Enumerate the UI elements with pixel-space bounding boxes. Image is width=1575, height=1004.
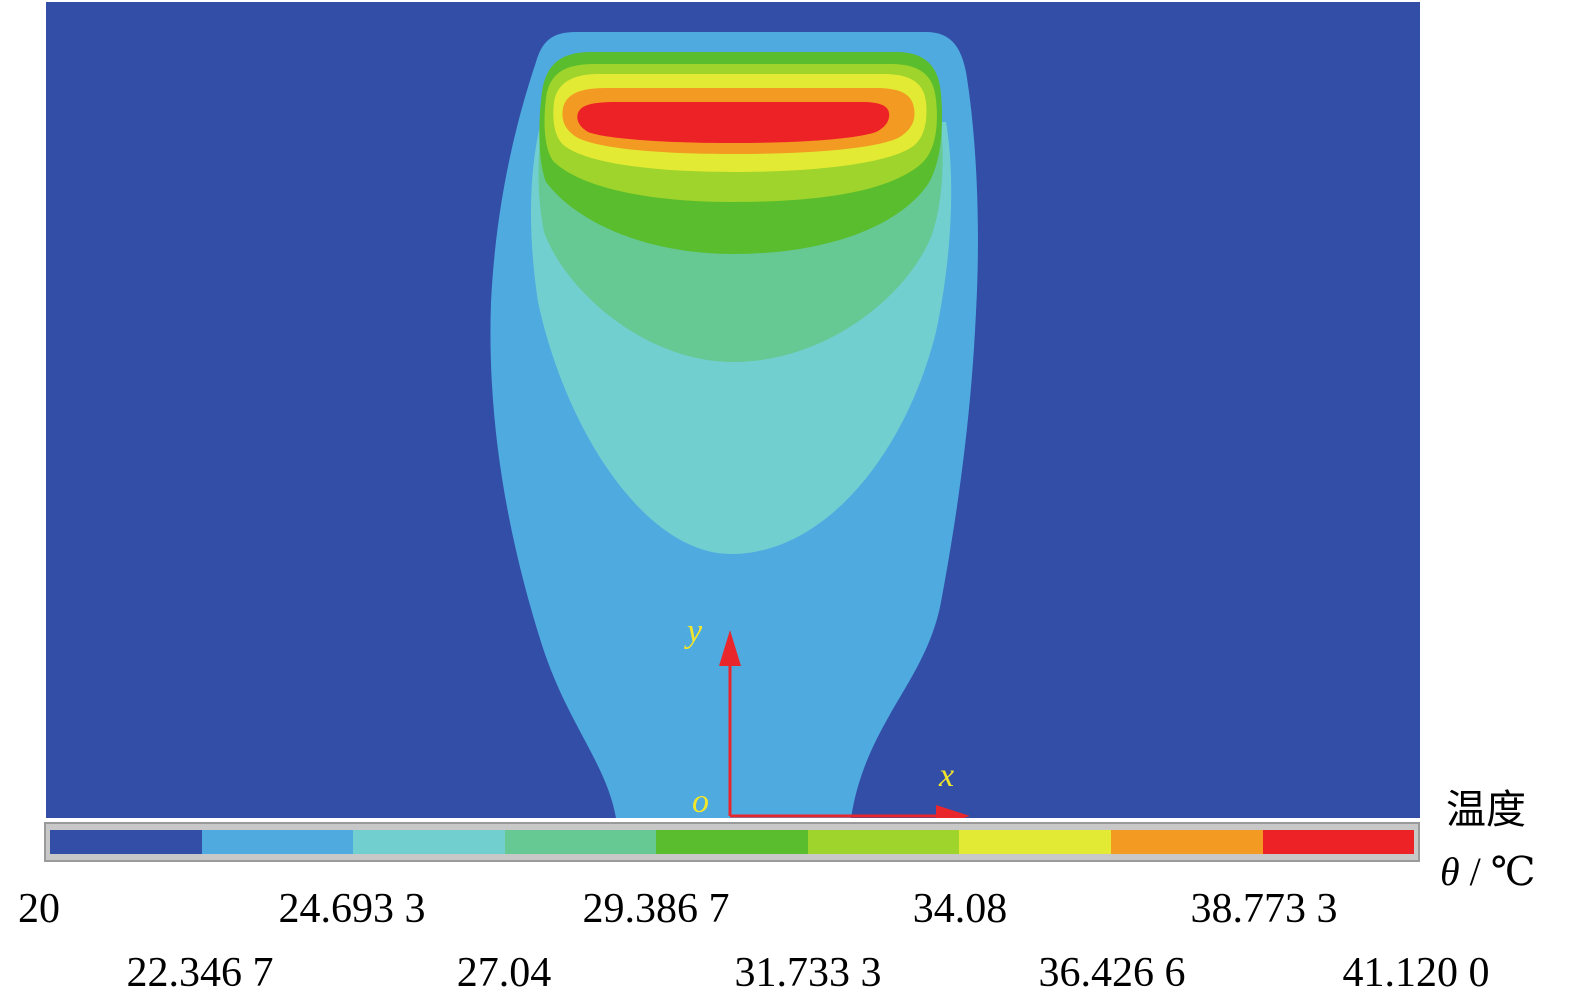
- colorbar-swatches: [50, 830, 1415, 854]
- origin-label: o: [692, 783, 709, 818]
- y-axis-label: y: [684, 613, 703, 650]
- y-axis-arrowhead: [719, 630, 741, 666]
- colorbar-swatch-1: [201, 830, 354, 854]
- legend-unit-symbol: θ: [1440, 849, 1460, 894]
- colorbar-swatch-6: [959, 830, 1111, 854]
- tick-label-lower-0: 22.346 7: [126, 950, 274, 996]
- temperature-contour-plot: x y o: [46, 2, 1420, 818]
- tick-label-upper-4: 38.773 3: [1190, 886, 1338, 932]
- tick-label-upper-3: 34.08: [912, 886, 1008, 932]
- x-axis-arrowhead: [936, 805, 970, 818]
- colorbar-swatch-3: [504, 830, 657, 854]
- colorbar-swatch-4: [656, 830, 808, 854]
- x-axis-label: x: [938, 757, 954, 794]
- tick-label-upper-1: 24.693 3: [278, 886, 426, 932]
- colorbar-swatch-5: [807, 830, 960, 854]
- legend-title: 温度: [1446, 787, 1526, 833]
- contour-svg: x y o: [46, 2, 1420, 818]
- legend-unit: θ / ℃: [1440, 852, 1536, 892]
- tick-label-upper-2: 29.386 7: [582, 886, 730, 932]
- colorbar-swatch-2: [353, 830, 505, 854]
- colorbar-swatch-7: [1110, 830, 1263, 854]
- tick-label-lower-2: 31.733 3: [734, 950, 882, 996]
- tick-label-lower-3: 36.426 6: [1038, 950, 1186, 996]
- band-level-8: [577, 102, 890, 143]
- tick-label-lower-4: 41.120 0: [1342, 950, 1490, 996]
- colorbar-swatch-8: [1262, 830, 1415, 854]
- tick-label-upper-0: 20: [18, 886, 60, 932]
- tick-label-lower-1: 27.04: [456, 950, 552, 996]
- colorbar-swatch-0: [50, 830, 202, 854]
- legend-unit-text: / ℃: [1459, 849, 1536, 894]
- colorbar: [44, 822, 1420, 862]
